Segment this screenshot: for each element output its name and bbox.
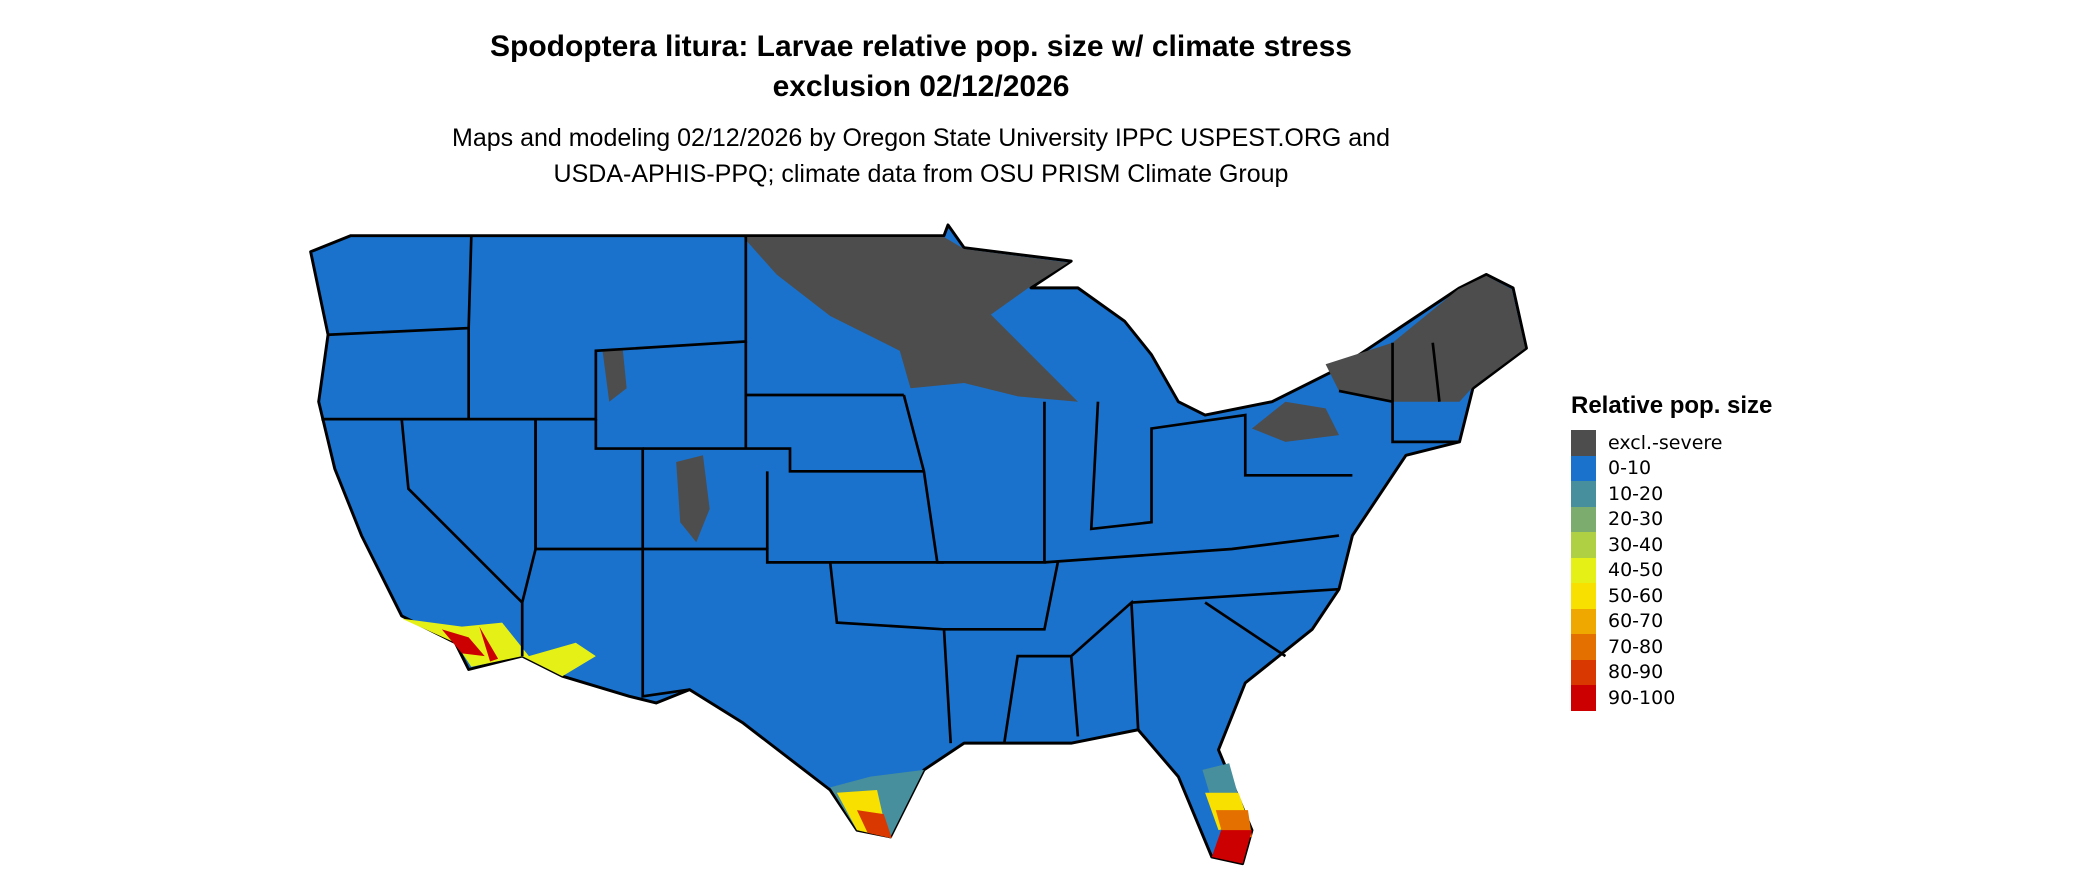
legend-label: 80-90 bbox=[1608, 661, 1664, 684]
map-title-line1: Spodoptera litura: Larvae relative pop. … bbox=[490, 30, 1352, 63]
map-title-line2: exclusion 02/12/2026 bbox=[772, 70, 1070, 103]
legend-item: 20-30 bbox=[1571, 506, 1772, 532]
excluded-region-rockies bbox=[602, 348, 710, 543]
legend-label: 0-10 bbox=[1608, 457, 1652, 480]
legend-label: 90-100 bbox=[1608, 686, 1676, 709]
legend-swatch bbox=[1571, 455, 1596, 481]
legend-item: 10-20 bbox=[1571, 481, 1772, 507]
legend: Relative pop. size excl.-severe 0-10 10-20… bbox=[1571, 392, 1772, 711]
legend-swatch bbox=[1571, 634, 1596, 660]
legend-swatch bbox=[1571, 685, 1596, 711]
legend-swatch bbox=[1571, 506, 1596, 532]
legend-label: 20-30 bbox=[1608, 508, 1664, 531]
legend-item: 70-80 bbox=[1571, 634, 1772, 660]
legend-item: 40-50 bbox=[1571, 557, 1772, 583]
legend-item: 90-100 bbox=[1571, 685, 1772, 711]
legend-item: excl.-severe bbox=[1571, 430, 1772, 456]
map-subtitle-line1: Maps and modeling 02/12/2026 by Oregon S… bbox=[452, 124, 1390, 152]
legend-label: excl.-severe bbox=[1608, 431, 1723, 454]
legend-label: 50-60 bbox=[1608, 584, 1664, 607]
excluded-region-north-central bbox=[743, 237, 1078, 402]
legend-swatch bbox=[1571, 430, 1596, 456]
legend-item: 0-10 bbox=[1571, 455, 1772, 481]
hotspot-southern-california bbox=[401, 618, 596, 677]
legend-swatch bbox=[1571, 583, 1596, 609]
legend-label: 40-50 bbox=[1608, 559, 1664, 582]
legend-swatch bbox=[1571, 481, 1596, 507]
map-subtitle-line2: USDA-APHIS-PPQ; climate data from OSU PR… bbox=[553, 160, 1289, 188]
legend-label: 30-40 bbox=[1608, 533, 1664, 556]
legend-swatch bbox=[1571, 608, 1596, 634]
legend-swatch bbox=[1571, 532, 1596, 558]
legend-label: 70-80 bbox=[1608, 635, 1664, 658]
hotspot-florida bbox=[1202, 763, 1252, 864]
legend-item: 30-40 bbox=[1571, 532, 1772, 558]
legend-item: 80-90 bbox=[1571, 659, 1772, 685]
legend-label: 60-70 bbox=[1608, 610, 1664, 633]
legend-label: 10-20 bbox=[1608, 482, 1664, 505]
legend-swatch bbox=[1571, 659, 1596, 685]
legend-title: Relative pop. size bbox=[1571, 392, 1773, 419]
legend-item: 60-70 bbox=[1571, 608, 1772, 634]
excluded-region-northeast bbox=[1325, 275, 1526, 402]
excluded-region-pennsylvania bbox=[1251, 401, 1339, 442]
legend-item: 50-60 bbox=[1571, 583, 1772, 609]
hotspot-south-texas bbox=[830, 769, 924, 839]
legend-swatch bbox=[1571, 557, 1596, 583]
state-boundaries bbox=[321, 235, 1460, 744]
